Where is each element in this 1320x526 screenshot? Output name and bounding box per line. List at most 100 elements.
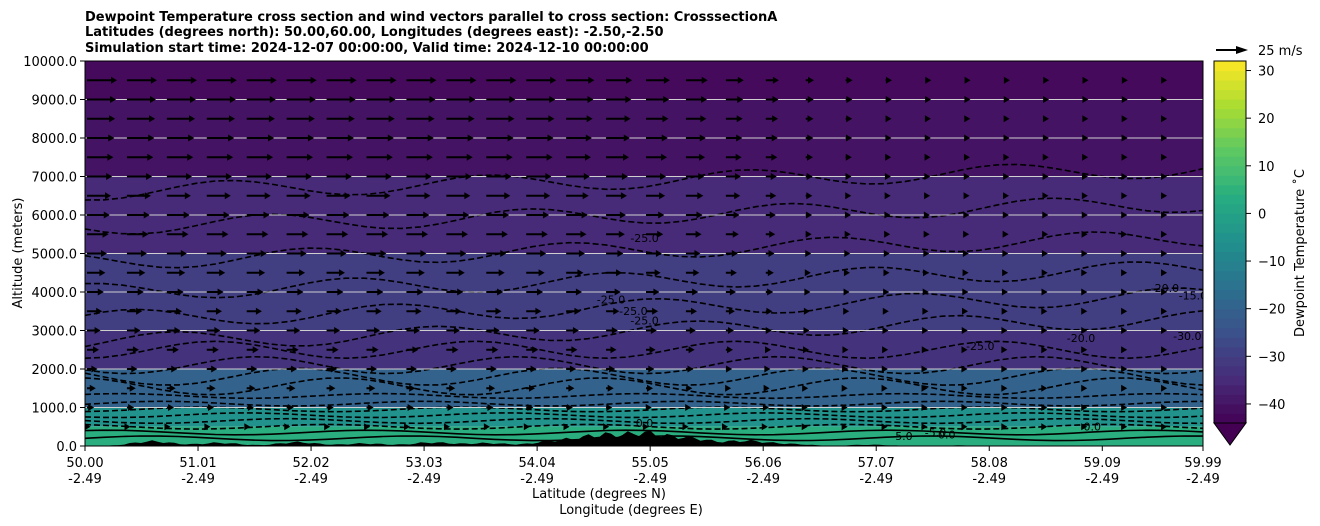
wind-arrow-head	[140, 250, 147, 257]
colorbar-swatch	[1214, 261, 1246, 272]
wind-arrow-head	[132, 346, 139, 354]
wind-arrow-head	[690, 307, 697, 315]
wind-arrow-head	[414, 327, 421, 334]
wind-arrow-head	[1121, 423, 1128, 431]
wind-arrow-head	[257, 288, 264, 296]
wind-arrow-head	[575, 288, 582, 296]
contour-label: 0.0	[938, 428, 956, 441]
wind-arrow-head	[1121, 96, 1128, 103]
x-tick-label-lon: -2.49	[746, 472, 780, 487]
wind-arrow-head	[841, 404, 848, 411]
x-tick-label-lat: 57.07	[858, 456, 895, 471]
y-tick-label: 0.0	[56, 440, 77, 455]
wind-arrow-head	[422, 230, 429, 238]
wind-arrow-head	[846, 76, 853, 84]
x-axis: 50.00-2.4951.01-2.4952.02-2.4953.03-2.49…	[66, 446, 1222, 487]
wind-arrow-head	[1041, 288, 1048, 296]
wind-arrow-head	[620, 192, 627, 200]
wind-arrow-head	[924, 134, 931, 142]
wind-arrow-head	[923, 250, 930, 257]
wind-arrow-head	[149, 115, 156, 123]
wind-arrow-head	[725, 384, 732, 392]
wind-arrow-head	[449, 384, 456, 392]
wind-arrow-head	[731, 250, 738, 257]
wind-arrow-head	[767, 288, 774, 296]
colorbar: −40 −30 −20 −10 0 10 20 30 Dewpoint Temperature…	[1213, 60, 1308, 446]
wind-arrow-head	[801, 404, 808, 411]
wind-arrow-head	[424, 192, 431, 200]
x-tick-label-lat: 58.08	[971, 456, 1008, 471]
x-tick-label-lon: -2.49	[294, 472, 328, 487]
wind-arrow-head	[97, 288, 104, 296]
contour-label: -25.0	[966, 340, 994, 353]
wind-arrow-head	[455, 307, 462, 315]
wind-arrow-head	[329, 384, 336, 392]
x-tick-label-lon: -2.49	[181, 472, 215, 487]
wind-arrow-head	[370, 365, 377, 373]
wind-arrow-head	[652, 307, 659, 315]
colorbar-tick-label: 0	[1258, 207, 1266, 222]
colorbar-swatch	[1214, 346, 1246, 357]
x-tick-label-lat: 56.06	[745, 456, 782, 471]
wind-arrow-head	[884, 173, 891, 180]
wind-arrow-head	[190, 76, 197, 84]
wind-arrow-head	[247, 404, 254, 411]
wind-arrow-head	[96, 307, 103, 315]
wind-arrow-head	[217, 288, 224, 296]
wind-arrow-head	[348, 115, 355, 123]
wind-arrow-head	[765, 346, 772, 354]
wind-arrow-head	[350, 76, 357, 84]
wind-arrow-head	[500, 250, 507, 257]
wind-arrow-head	[882, 346, 889, 354]
wind-arrow-head	[220, 250, 227, 257]
wind-arrow-head	[1041, 404, 1048, 411]
wind-arrow-head	[1161, 346, 1168, 354]
wind-arrow-head	[701, 76, 708, 84]
wind-arrow-head	[386, 153, 393, 161]
wind-arrow-head	[611, 327, 618, 334]
wind-arrow-head	[686, 384, 693, 392]
wind-arrow-head	[1121, 173, 1128, 180]
wind-arrow-head	[566, 404, 573, 411]
wind-arrow-head	[207, 404, 214, 411]
wind-arrow-head	[650, 327, 657, 334]
wind-arrow-head	[1082, 96, 1089, 103]
wind-arrow-head	[172, 346, 179, 354]
wind-arrow-head	[1161, 134, 1168, 142]
wind-arrow-head	[881, 365, 888, 373]
wind-arrow-head	[447, 404, 454, 411]
colorbar-tick-label: −30	[1258, 350, 1285, 365]
wind-arrow-head	[1043, 76, 1050, 84]
wind-arrow-head	[618, 230, 625, 238]
wind-arrow-head	[124, 423, 131, 431]
wind-arrow-head	[230, 76, 237, 84]
wind-arrow-head	[171, 365, 178, 373]
colorbar-swatch	[1214, 308, 1246, 319]
wind-arrow-head	[404, 423, 411, 431]
wind-arrow-head	[1002, 250, 1009, 257]
wind-arrow-head	[961, 365, 968, 373]
contour-line	[85, 377, 1203, 396]
wind-arrow-head	[772, 96, 779, 103]
wind-arrow-head	[244, 423, 251, 431]
wind-arrow-head	[1041, 327, 1048, 334]
contour-label: -25.0	[597, 294, 625, 307]
wind-arrow-head	[924, 173, 931, 180]
wind-arrow-head	[617, 250, 624, 257]
wind-arrow-head	[771, 153, 778, 161]
y-tick-label: 10000.0	[23, 55, 77, 70]
wind-arrow-head	[1042, 173, 1049, 180]
wind-arrow-head	[378, 269, 385, 277]
wind-arrow-head	[179, 269, 186, 277]
wind-arrow-head	[224, 192, 231, 200]
wind-arrow-head	[308, 115, 315, 123]
colorbar-swatch	[1214, 165, 1246, 176]
wind-arrow-head	[701, 96, 708, 103]
wind-arrow-head	[647, 384, 654, 392]
wind-arrow-head	[1042, 115, 1049, 123]
wind-arrow-head	[147, 153, 154, 161]
wind-arrow-head	[346, 153, 353, 161]
wind-arrow-head	[658, 211, 665, 219]
wind-arrow-head	[222, 230, 229, 238]
contour-label: 0.0	[1083, 421, 1101, 434]
